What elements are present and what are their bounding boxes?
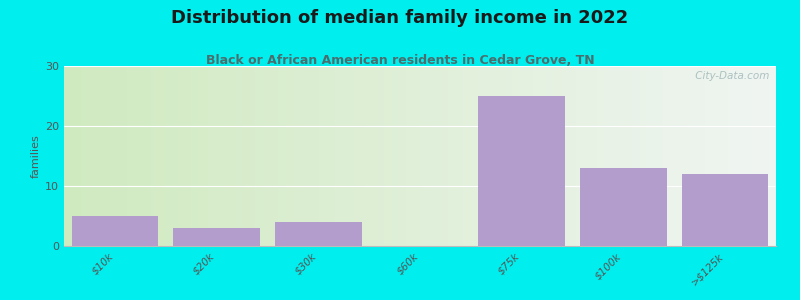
Bar (72, 216, 158, 246)
Bar (174, 228, 260, 246)
Text: Black or African American residents in Cedar Grove, TN: Black or African American residents in C… (206, 54, 594, 67)
Bar (580, 168, 666, 246)
Bar (682, 174, 768, 246)
Text: City-Data.com: City-Data.com (691, 71, 769, 81)
Bar (478, 96, 565, 246)
Text: Distribution of median family income in 2022: Distribution of median family income in … (171, 9, 629, 27)
Y-axis label: families: families (31, 134, 41, 178)
Bar (275, 222, 362, 246)
